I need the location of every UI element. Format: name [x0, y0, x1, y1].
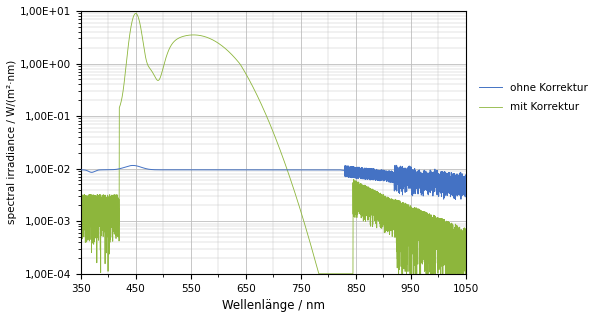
ohne Korrektur: [178, 168, 185, 172]
ohne Korrektur: [97, 168, 104, 172]
Line: mit Korrektur: mit Korrektur: [80, 13, 466, 274]
Line: ohne Korrektur: ohne Korrektur: [80, 165, 466, 200]
mit Korrektur: [132, 11, 139, 15]
ohne Korrektur: [77, 168, 84, 172]
mit Korrektur: [462, 253, 469, 257]
mit Korrektur: [77, 194, 84, 198]
mit Korrektur: [338, 272, 345, 276]
mit Korrektur: [230, 55, 238, 59]
mit Korrektur: [97, 215, 104, 219]
Legend: ohne Korrektur, mit Korrektur: ohne Korrektur, mit Korrektur: [475, 79, 592, 116]
X-axis label: Wellenlänge / nm: Wellenlänge / nm: [222, 299, 325, 312]
ohne Korrektur: [223, 168, 230, 172]
mit Korrektur: [315, 272, 322, 276]
ohne Korrektur: [263, 168, 271, 172]
mit Korrektur: [178, 35, 185, 39]
ohne Korrektur: [452, 198, 459, 202]
mit Korrektur: [223, 47, 230, 51]
Y-axis label: spectral irradiance / W/(m²·nm): spectral irradiance / W/(m²·nm): [7, 60, 17, 225]
mit Korrektur: [263, 116, 271, 120]
ohne Korrektur: [338, 168, 345, 172]
ohne Korrektur: [392, 163, 400, 167]
ohne Korrektur: [230, 168, 238, 172]
ohne Korrektur: [462, 180, 469, 184]
